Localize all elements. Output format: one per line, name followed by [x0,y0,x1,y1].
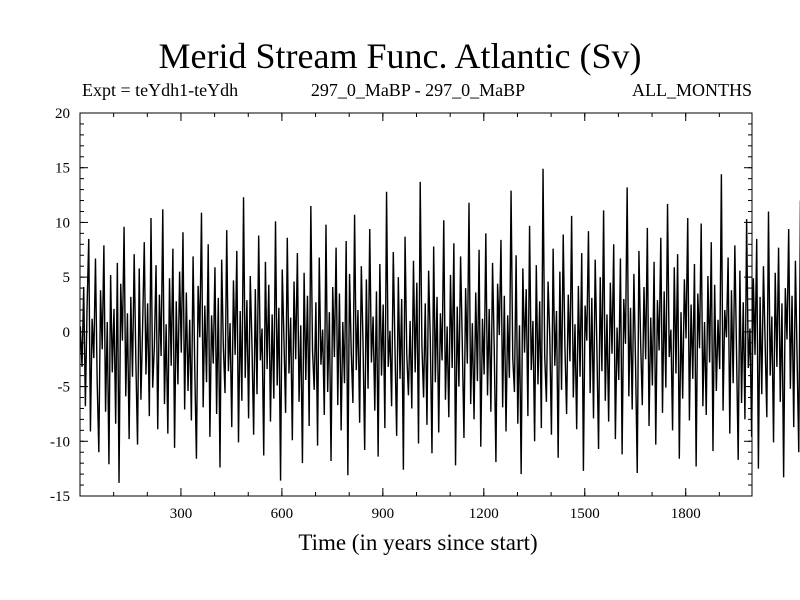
series-layer [79,168,800,483]
x-tick-label: 600 [271,506,294,522]
x-tick-label: 900 [372,506,395,522]
months-label: ALL_MONTHS [632,80,752,100]
y-tick-label: 0 [63,325,71,341]
y-tick-label: 10 [55,215,70,231]
period-label: 297_0_MaBP - 297_0_MaBP [310,80,526,100]
x-tick-label: 1500 [570,506,600,522]
chart-title: Merid Stream Func. Atlantic (Sv) [158,36,642,76]
y-tick-label: -5 [58,380,71,396]
y-tick-label: 20 [55,106,70,122]
y-tick-label: 15 [55,161,70,177]
y-tick-label: 5 [63,270,71,286]
x-tick-label: 1800 [671,506,701,522]
y-tick-label: -15 [50,489,70,505]
x-axis-label: Time (in years since start) [298,530,538,555]
x-tick-label: 1200 [469,506,499,522]
series-line [79,168,800,483]
x-tick-label: 300 [170,506,193,522]
plot-frame [79,112,753,497]
tick-layer: -15 -10 -5 0 5 10 15 20 300 600 900 1200 1500 1800 [50,106,752,522]
y-tick-label: -10 [50,434,70,450]
experiment-label: Expt = teYdh1-teYdh [82,80,239,100]
